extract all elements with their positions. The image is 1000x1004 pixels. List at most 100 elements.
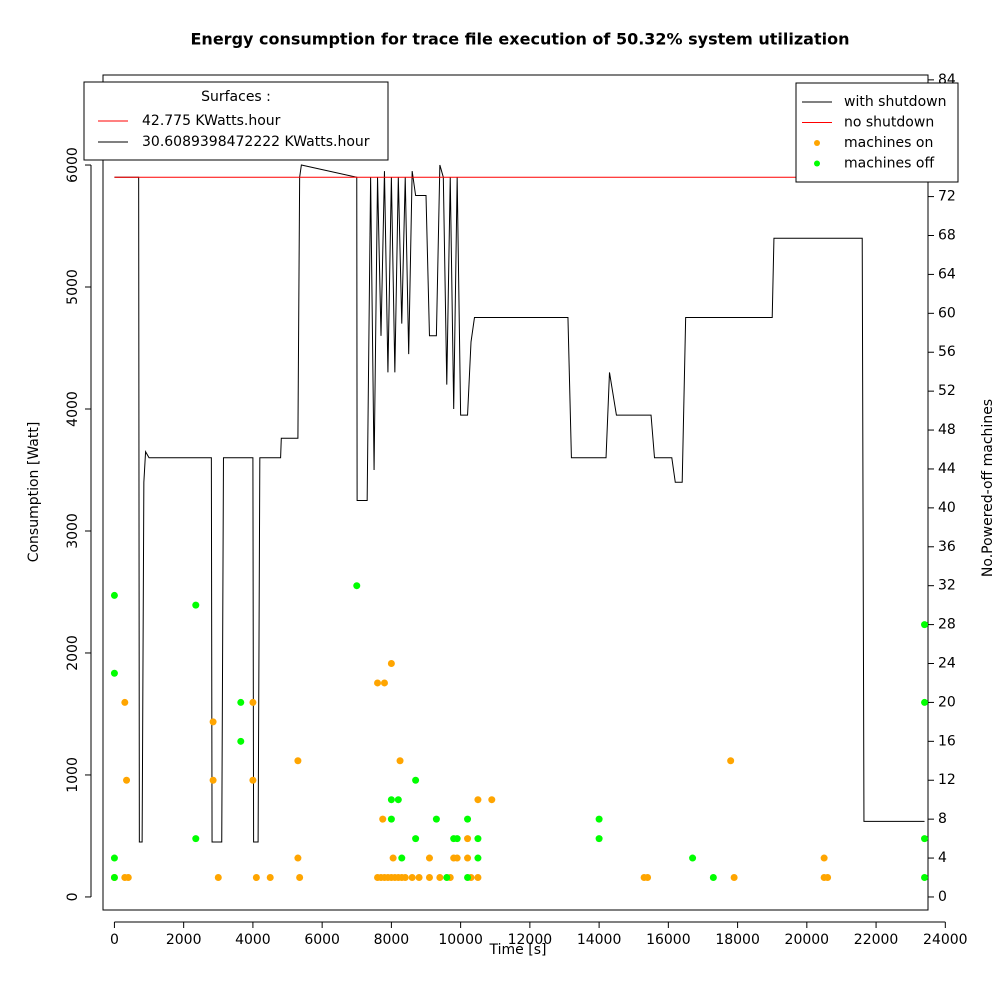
y-tick-label: 3000 bbox=[65, 513, 81, 549]
y2-tick-label: 16 bbox=[938, 733, 956, 749]
data-point bbox=[432, 815, 440, 823]
y2-tick-label: 48 bbox=[938, 422, 956, 438]
x-tick-label: 4000 bbox=[235, 932, 271, 948]
y2-tick-label: 24 bbox=[938, 656, 956, 672]
x-tick-label: 16000 bbox=[646, 932, 691, 948]
legend-label: no shutdown bbox=[844, 115, 934, 131]
data-point bbox=[824, 874, 832, 882]
y-axis-label: Consumption [Watt] bbox=[26, 422, 42, 563]
y2-tick-label: 8 bbox=[938, 811, 947, 827]
x-tick-label: 8000 bbox=[374, 932, 410, 948]
x-tick-label: 22000 bbox=[854, 932, 899, 948]
y2-tick-label: 28 bbox=[938, 617, 956, 633]
y-tick-label: 4000 bbox=[65, 391, 81, 427]
data-point bbox=[464, 874, 472, 882]
y2-tick-label: 56 bbox=[938, 344, 956, 360]
y2-tick-label: 44 bbox=[938, 461, 956, 477]
x-tick-label: 18000 bbox=[715, 932, 760, 948]
x-tick-label: 6000 bbox=[304, 932, 340, 948]
data-point bbox=[296, 874, 304, 882]
data-point bbox=[464, 815, 472, 823]
data-point bbox=[209, 718, 217, 726]
data-point bbox=[689, 854, 697, 862]
y2-tick-label: 0 bbox=[938, 889, 947, 905]
y2-tick-label: 4 bbox=[938, 850, 947, 866]
data-point bbox=[412, 835, 420, 843]
data-point bbox=[921, 621, 929, 629]
x-tick-label: 2000 bbox=[166, 932, 202, 948]
x-axis-label: Time [s] bbox=[489, 942, 547, 958]
legend-label: machines on bbox=[844, 135, 933, 151]
y2-tick-label: 72 bbox=[938, 189, 956, 205]
y2-tick-label: 12 bbox=[938, 772, 956, 788]
data-point bbox=[488, 796, 496, 804]
y2-tick-label: 64 bbox=[938, 266, 956, 282]
data-point bbox=[353, 582, 361, 590]
data-point bbox=[387, 660, 395, 668]
data-point bbox=[474, 796, 482, 804]
data-point bbox=[252, 874, 260, 882]
data-point bbox=[294, 757, 302, 765]
data-point bbox=[474, 854, 482, 862]
data-point bbox=[453, 835, 461, 843]
data-point bbox=[820, 854, 828, 862]
data-point bbox=[727, 757, 735, 765]
data-point bbox=[192, 835, 200, 843]
y2-tick-label: 20 bbox=[938, 694, 956, 710]
data-point bbox=[398, 854, 406, 862]
data-point bbox=[394, 796, 402, 804]
x-tick-label: 0 bbox=[110, 932, 119, 948]
data-point bbox=[374, 679, 382, 687]
y-tick-label: 5000 bbox=[65, 269, 81, 305]
chart-title: Energy consumption for trace file execut… bbox=[191, 30, 850, 49]
data-point bbox=[379, 815, 387, 823]
y2-axis-label: No.Powered-off machines bbox=[980, 399, 996, 577]
surfaces-legend-title: Surfaces : bbox=[201, 89, 271, 105]
data-point bbox=[730, 874, 738, 882]
data-point bbox=[464, 854, 472, 862]
data-point bbox=[110, 591, 118, 599]
plot-frame bbox=[102, 74, 929, 911]
data-point bbox=[389, 854, 397, 862]
data-point bbox=[209, 776, 217, 784]
data-point bbox=[294, 854, 302, 862]
y-tick-label: 1000 bbox=[65, 757, 81, 793]
x-tick-label: 24000 bbox=[923, 932, 968, 948]
data-point bbox=[110, 874, 118, 882]
legend-label: with shutdown bbox=[844, 94, 946, 110]
y2-tick-label: 36 bbox=[938, 539, 956, 555]
y-tick-label: 6000 bbox=[65, 147, 81, 183]
y2-tick-label: 68 bbox=[938, 228, 956, 244]
y-tick-label: 0 bbox=[65, 892, 81, 901]
data-point bbox=[121, 698, 129, 706]
y2-tick-label: 52 bbox=[938, 383, 956, 399]
data-point bbox=[214, 874, 222, 882]
legend-box bbox=[795, 82, 959, 183]
data-point bbox=[425, 874, 433, 882]
data-point bbox=[921, 698, 929, 706]
data-point bbox=[266, 874, 274, 882]
data-point bbox=[396, 757, 404, 765]
surfaces-legend-label: 42.775 KWatts.hour bbox=[142, 113, 281, 129]
surfaces-legend-box bbox=[83, 81, 389, 161]
y2-tick-label: 32 bbox=[938, 578, 956, 594]
y2-tick-label: 40 bbox=[938, 500, 956, 516]
data-point bbox=[474, 835, 482, 843]
surfaces-legend-label: 30.6089398472222 KWatts.hour bbox=[142, 134, 370, 150]
data-point bbox=[380, 679, 388, 687]
data-point bbox=[436, 874, 444, 882]
data-point bbox=[387, 796, 395, 804]
data-point bbox=[401, 874, 409, 882]
data-point bbox=[443, 874, 451, 882]
data-point bbox=[709, 874, 717, 882]
data-point bbox=[237, 737, 245, 745]
data-point bbox=[425, 854, 433, 862]
x-tick-label: 20000 bbox=[785, 932, 830, 948]
x-tick-label: 12000 bbox=[508, 932, 553, 948]
y-tick-label: 2000 bbox=[65, 635, 81, 671]
series-line bbox=[114, 164, 925, 843]
data-point bbox=[124, 874, 132, 882]
data-point bbox=[415, 874, 423, 882]
data-point bbox=[644, 874, 652, 882]
data-point bbox=[237, 698, 245, 706]
